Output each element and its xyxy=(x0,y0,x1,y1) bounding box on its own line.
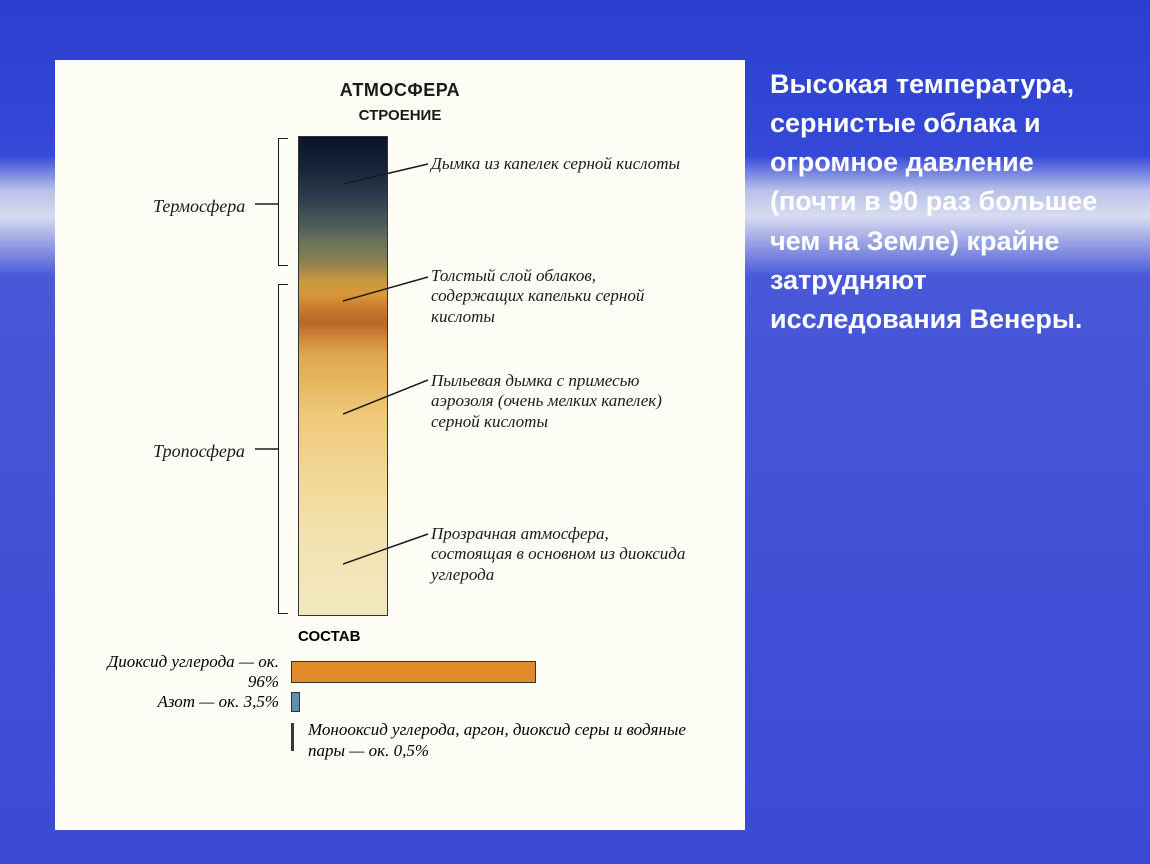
comp-row-1: Азот — ок. 3,5% xyxy=(73,689,727,715)
diagram-title: АТМОСФЕРА xyxy=(73,80,727,101)
left-label-thermosphere: Термосфера xyxy=(153,196,245,217)
slide: АТМОСФЕРА СТРОЕНИЕ Термосфера Тропосфера… xyxy=(0,0,1150,860)
comp-row-2: Монооксид углерода, аргон, диоксид серы … xyxy=(73,719,727,762)
structure-area: Термосфера Тропосфера Дымка из капелек с… xyxy=(73,136,727,626)
right-label-2: Пыльевая дымка с примесью аэрозоля (очен… xyxy=(431,371,691,432)
leader-1 xyxy=(343,271,433,311)
composition-title: СОСТАВ xyxy=(298,628,727,645)
bracket-troposphere xyxy=(278,284,288,614)
comp-bar-2 xyxy=(291,723,294,751)
comp-label-0: Диоксид углерода — ок. 96% xyxy=(73,652,291,692)
diagram-panel: АТМОСФЕРА СТРОЕНИЕ Термосфера Тропосфера… xyxy=(55,60,745,830)
right-label-0: Дымка из капелек серной кислоты xyxy=(431,154,691,174)
right-label-3: Прозрачная атмосфера, состоящая в основн… xyxy=(431,524,691,585)
comp-bar-1 xyxy=(291,692,300,712)
right-label-1: Толстый слой облаков, содержащих капельк… xyxy=(431,266,691,327)
left-label-troposphere: Тропосфера xyxy=(153,441,245,462)
diagram-subtitle: СТРОЕНИЕ xyxy=(73,107,727,124)
leader-2 xyxy=(343,374,433,424)
comp-bar-0 xyxy=(291,661,536,683)
leader-thermosphere xyxy=(255,196,279,208)
leader-troposphere xyxy=(255,441,279,453)
comp-sublabel-2: Монооксид углерода, аргон, диоксид серы … xyxy=(308,719,688,762)
side-text: Высокая температура, сернистые облака и … xyxy=(770,60,1110,830)
comp-row-0: Диоксид углерода — ок. 96% xyxy=(73,659,727,685)
comp-label-1: Азот — ок. 3,5% xyxy=(73,692,291,712)
bracket-thermosphere xyxy=(278,138,288,266)
leader-0 xyxy=(343,156,433,196)
leader-3 xyxy=(343,526,433,576)
